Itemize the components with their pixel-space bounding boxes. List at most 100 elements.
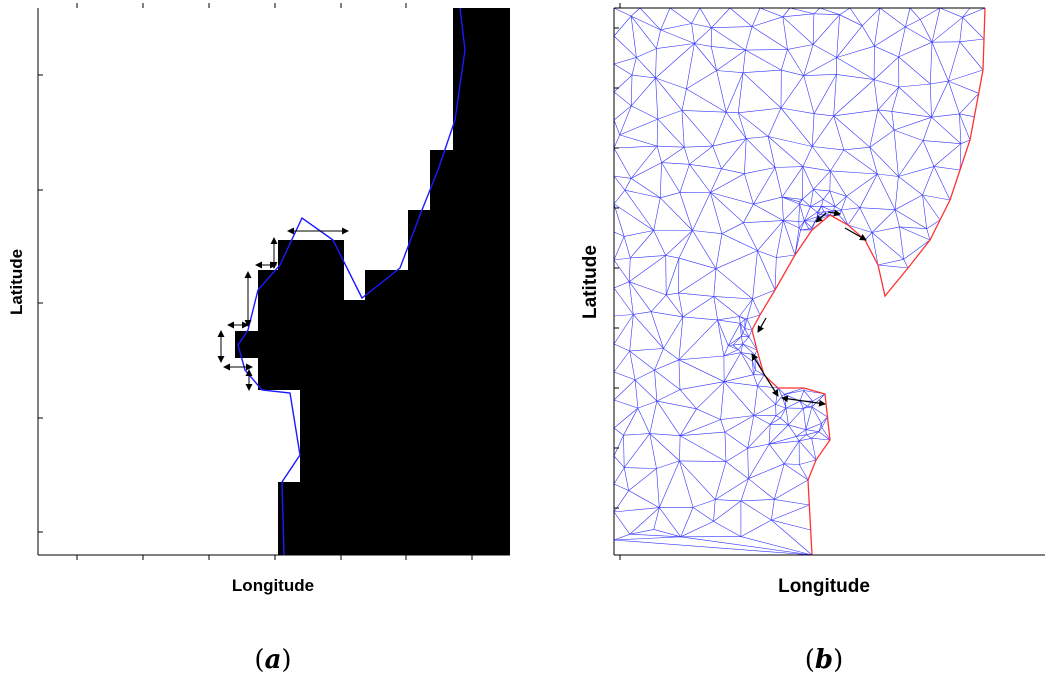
mesh-edge: [777, 387, 783, 397]
panel-b: Longitude Latitude (b): [580, 3, 1045, 675]
mesh-edge: [843, 146, 870, 151]
mesh-edge: [787, 49, 804, 76]
mesh-edge: [871, 232, 904, 260]
mesh-edge: [665, 230, 693, 256]
mesh-edge: [741, 336, 749, 338]
mesh-edge: [712, 145, 722, 169]
mesh-edge: [930, 42, 933, 85]
mesh-edge: [894, 194, 923, 210]
mesh-edge: [811, 113, 815, 147]
mesh-edge: [740, 319, 746, 324]
mesh-edge: [747, 415, 755, 449]
mesh-edge: [959, 93, 979, 115]
mesh-edge: [661, 162, 681, 193]
mesh-edge: [619, 105, 632, 136]
mesh-edge: [656, 146, 662, 163]
ticks-b: [614, 3, 621, 560]
mesh-edge: [836, 14, 840, 58]
mesh-edge: [948, 81, 960, 114]
mesh-edge: [656, 400, 697, 410]
ticks-a: [38, 3, 473, 560]
mesh-edge: [678, 359, 681, 390]
mesh-edge: [753, 415, 771, 425]
mesh-edge: [613, 427, 624, 436]
mesh-edge: [757, 220, 784, 251]
mesh-edge: [930, 80, 949, 85]
mesh-edge: [819, 7, 840, 15]
mesh-edge: [744, 328, 753, 331]
mesh-edge: [740, 536, 813, 556]
mesh-edge: [613, 7, 632, 17]
mesh-edge: [711, 46, 746, 51]
mesh-edge: [931, 113, 960, 118]
mesh-edge: [696, 408, 721, 420]
mesh-edge: [680, 507, 694, 537]
mesh-edge: [619, 134, 658, 147]
mesh-edge: [846, 173, 878, 197]
mesh-edge: [959, 17, 963, 42]
mesh-edge: [812, 14, 840, 45]
mesh-edge: [742, 333, 750, 338]
mesh-edge: [746, 314, 761, 320]
mesh-edge: [839, 7, 851, 15]
mesh-edge: [745, 26, 753, 51]
mesh-edge: [728, 345, 739, 350]
mesh-edge: [678, 319, 718, 361]
mesh-edge: [634, 379, 639, 409]
mesh-edge: [849, 7, 863, 26]
mesh-edge: [959, 113, 962, 144]
mesh-edge: [811, 220, 816, 228]
mesh-edge: [922, 194, 951, 201]
mesh-edge: [922, 166, 935, 196]
mesh-edge: [800, 220, 805, 231]
mesh-edge: [959, 143, 962, 171]
mesh-edge: [653, 507, 660, 530]
mesh-edge: [666, 292, 679, 296]
mesh-edge: [757, 374, 765, 387]
mesh-edge: [822, 190, 831, 200]
mesh-edge: [740, 352, 754, 375]
mesh-edge: [804, 220, 812, 228]
mesh-edge: [636, 57, 656, 79]
mesh-edge: [613, 379, 636, 401]
mesh-edge: [893, 129, 924, 141]
mesh-edge: [613, 259, 630, 282]
mesh-edge: [861, 7, 881, 27]
mesh-edge: [678, 268, 717, 294]
mesh-edge: [821, 416, 828, 424]
mesh-edge: [650, 311, 664, 349]
mesh-edge: [770, 424, 789, 426]
mesh-edge: [777, 387, 785, 395]
mesh-edge: [629, 281, 667, 296]
mesh-edge: [613, 407, 639, 429]
mesh-edge: [724, 374, 754, 382]
mesh-edge: [899, 226, 931, 241]
mesh-edge: [712, 112, 727, 147]
mesh-edge: [757, 385, 776, 405]
mesh-edge: [633, 314, 664, 349]
mesh-edge: [661, 162, 690, 165]
mesh-edge: [933, 166, 961, 171]
mesh-edge: [922, 194, 927, 229]
mesh-edge: [732, 343, 743, 346]
mesh-edge: [710, 192, 754, 205]
mesh-edge: [740, 478, 749, 501]
mesh-edge: [753, 385, 758, 416]
mesh-edge: [660, 23, 692, 31]
mesh-edge: [613, 63, 633, 76]
mesh-edge: [653, 230, 666, 256]
mesh-edge: [613, 15, 632, 37]
mesh-edge: [613, 236, 625, 261]
mesh-edge: [657, 145, 685, 148]
mesh-edge: [752, 289, 776, 300]
mesh-edge: [613, 119, 620, 136]
mesh-edge: [636, 48, 657, 58]
mesh-edge: [784, 463, 800, 465]
mesh-edge: [660, 29, 695, 44]
mesh-edge: [712, 138, 747, 147]
mesh-edge: [740, 323, 742, 337]
mesh-edge: [836, 57, 875, 80]
x-axis-label-b: Longitude: [778, 576, 870, 597]
mesh-edge: [926, 219, 941, 229]
mesh-edge: [629, 529, 654, 535]
